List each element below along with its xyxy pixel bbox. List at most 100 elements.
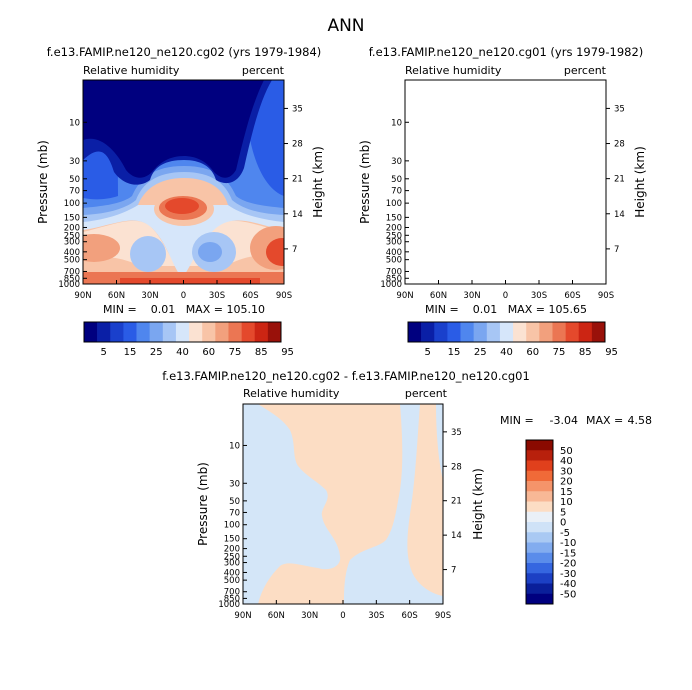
panel-1: f.e13.FAMIP.ne120_ne120.cg02 (yrs 1979-1… (36, 45, 325, 358)
colorbar-swatch (552, 322, 566, 342)
x-tick-label: 60S (564, 291, 580, 301)
colorbar-swatch (526, 563, 553, 574)
colorbar-swatch (486, 322, 501, 342)
y-tick-label: 70 (229, 508, 240, 518)
y-tick-label: 400 (64, 248, 80, 258)
y-tick-label: 300 (386, 238, 402, 248)
y-tick-label: 10 (69, 118, 80, 128)
colorbar-swatch (460, 322, 474, 342)
colorbar-label: 40 (560, 456, 573, 467)
y-right-tick-label: 14 (292, 210, 303, 220)
panel-1-y-right-ticks: 35 28 21 14 7 (284, 104, 303, 255)
y-tick-label: 200 (64, 223, 80, 233)
y-right-tick-label: 35 (451, 428, 462, 438)
panel-2-title: f.e13.FAMIP.ne120_ne120.cg01 (yrs 1979-1… (369, 45, 644, 59)
y-tick-label: 70 (69, 187, 80, 197)
colorbar-swatch (241, 322, 256, 342)
colorbar-label: 0 (560, 518, 566, 529)
panel-1-min-max: MIN = 0.01 MAX = 105.10 (103, 303, 265, 316)
panel-2-contour-band (514, 232, 558, 272)
panel-3-max-label: MAX = (586, 414, 623, 427)
colorbar-label: 85 (255, 347, 268, 358)
colorbar-label: -15 (560, 548, 576, 559)
x-tick-label: 60S (242, 291, 258, 301)
colorbar-swatch (526, 501, 553, 513)
colorbar-label: 20 (560, 477, 573, 488)
panel-2-contour-band (520, 242, 544, 262)
panel-2-contour-band (487, 198, 521, 214)
panel-1-contour-band (130, 236, 166, 272)
colorbar-frame (83, 321, 282, 343)
x-tick-label: 30N (463, 291, 480, 301)
colorbar-swatch (136, 322, 150, 342)
y-tick-label: 400 (386, 248, 402, 258)
colorbar-swatch (526, 532, 553, 543)
panel-3-title: f.e13.FAMIP.ne120_ne120.cg02 - f.e13.FAM… (162, 369, 530, 383)
colorbar-swatch (499, 322, 514, 342)
x-tick-label: 0 (181, 291, 186, 301)
colorbar-swatch (526, 573, 553, 584)
x-tick-label: 90S (276, 291, 292, 301)
panel-1-contour-band (120, 278, 260, 284)
colorbar-swatch (189, 322, 203, 342)
y-tick-label: 50 (229, 497, 240, 507)
y-tick-label: 100 (64, 199, 80, 209)
colorbar-label: 60 (202, 347, 215, 358)
x-tick-label: 90N (74, 291, 91, 301)
y-tick-label: 300 (64, 238, 80, 248)
y-right-tick-label: 21 (614, 175, 625, 185)
colorbar-swatch (84, 322, 98, 342)
y-right-tick-label: 14 (451, 531, 462, 541)
y-tick-label: 100 (224, 521, 240, 531)
colorbar-label: 30 (560, 466, 573, 477)
colorbar-swatch (110, 322, 124, 342)
panel-2-y-right-ticks: 35 28 21 14 7 (606, 104, 625, 255)
colorbar-swatch (228, 322, 242, 342)
panel-1-y-right-axis-label: Height (km) (311, 146, 325, 217)
panel-2-contour-field (390, 80, 624, 284)
y-tick-label: 1000 (218, 600, 240, 610)
colorbar-swatch (526, 522, 553, 533)
y-tick-label: 100 (386, 199, 402, 209)
colorbar-swatch (526, 593, 553, 605)
panel-2-contour-band (405, 80, 606, 208)
colorbar-label: 5 (425, 347, 431, 358)
panel-1-x-ticks: 90N 60N 30N 0 30S 60S 90S (74, 280, 292, 301)
y-tick-label: 10 (391, 118, 402, 128)
y-right-tick-label: 28 (292, 140, 303, 150)
x-tick-label: 90S (435, 611, 451, 621)
colorbar-swatch (565, 322, 580, 342)
y-tick-label: 400 (224, 568, 240, 578)
x-tick-label: 0 (340, 611, 345, 621)
panel-3-y-right-ticks: 35 28 21 14 7 (443, 428, 462, 576)
y-right-tick-label: 14 (614, 210, 625, 220)
panel-3-min-value: -3.04 (550, 414, 578, 427)
y-tick-label: 200 (224, 545, 240, 555)
y-tick-label: 500 (224, 576, 240, 586)
colorbar-swatch (526, 450, 553, 461)
x-tick-label: 30S (531, 291, 547, 301)
colorbar-swatch (408, 322, 422, 342)
colorbar-label: -30 (560, 569, 576, 580)
colorbar-label: 95 (281, 347, 294, 358)
y-tick-label: 50 (391, 175, 402, 185)
colorbar-label: 75 (229, 347, 242, 358)
panel-2-contour-base (405, 80, 606, 284)
colorbar-swatch (421, 322, 435, 342)
x-tick-label: 60S (402, 611, 418, 621)
page-title: ANN (327, 16, 364, 36)
y-tick-label: 500 (64, 256, 80, 266)
y-tick-label: 1000 (58, 280, 80, 290)
x-tick-label: 60N (268, 611, 285, 621)
colorbar-label: -50 (560, 589, 576, 600)
panel-2-contour-band (476, 192, 536, 226)
y-tick-label: 30 (229, 479, 240, 489)
y-right-tick-label: 35 (614, 104, 625, 114)
panel-1-contour-band (266, 238, 284, 266)
colorbar-label: 15 (448, 347, 461, 358)
y-tick-label: 250 (224, 552, 240, 562)
